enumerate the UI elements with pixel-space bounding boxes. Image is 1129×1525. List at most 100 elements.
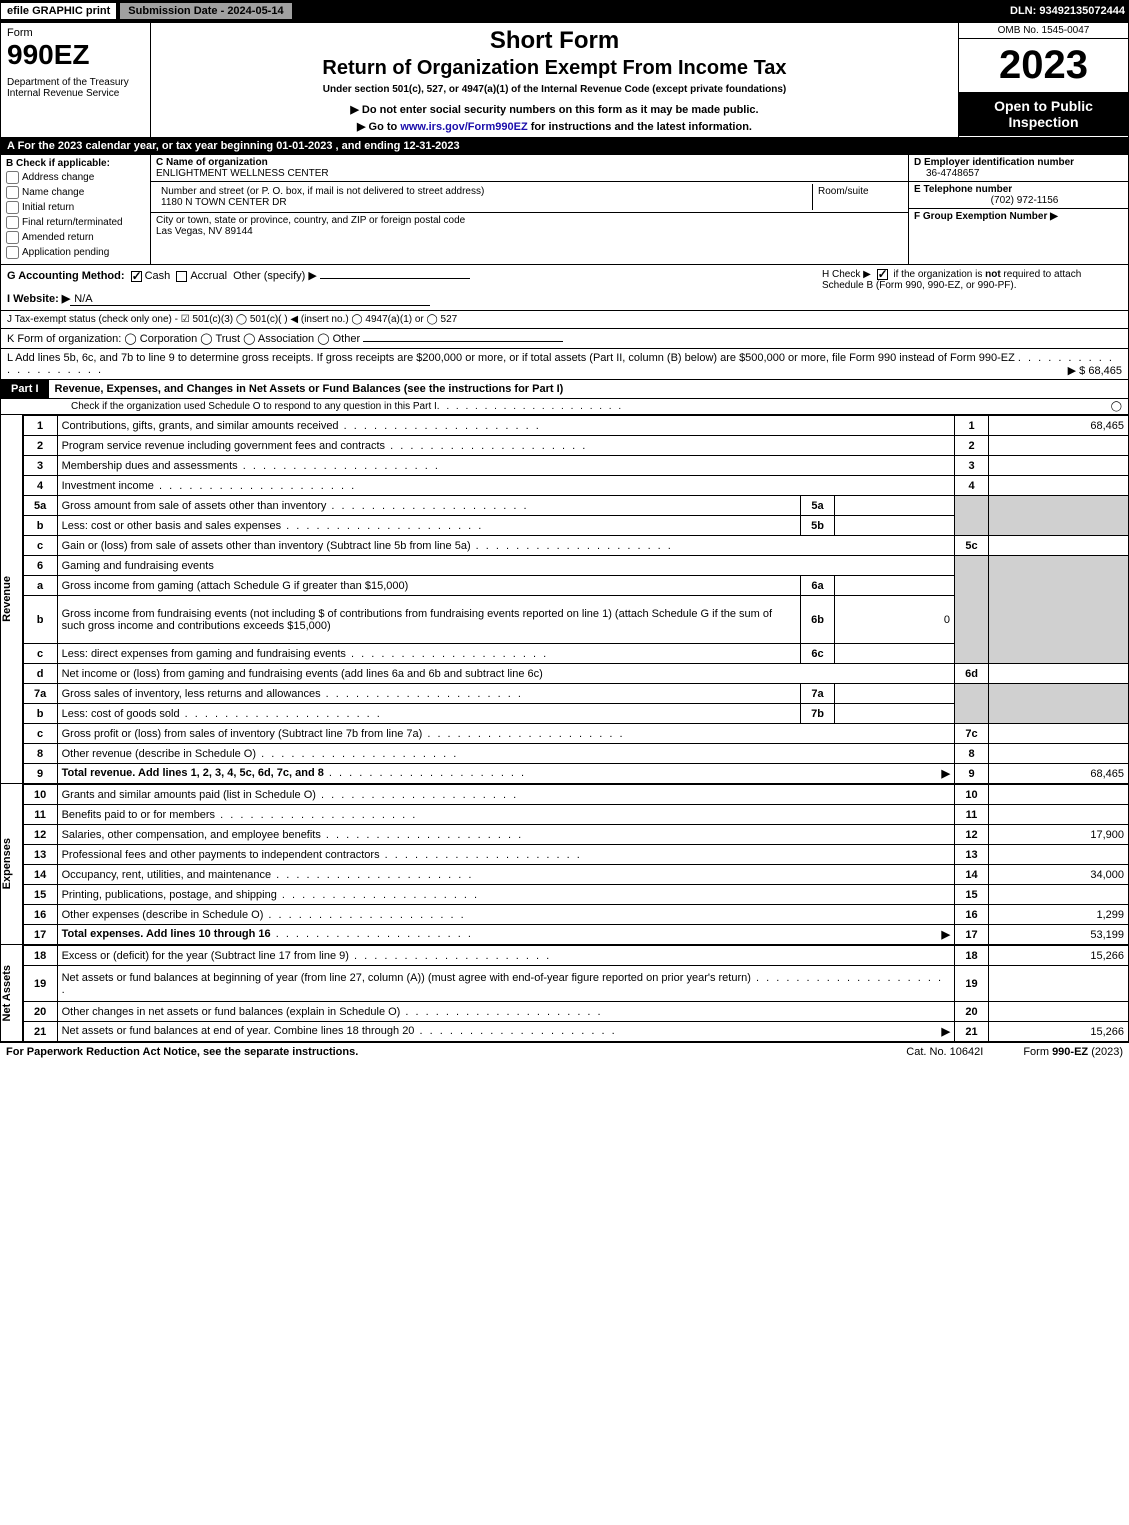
part-i-check: Check if the organization used Schedule … (0, 399, 1129, 415)
line-5c: cGain or (loss) from sale of assets othe… (23, 536, 1128, 556)
col-def: D Employer identification number 36-4748… (908, 155, 1128, 264)
row-l-amount: ▶ $ 68,465 (1068, 364, 1122, 377)
part-i-header: Part I Revenue, Expenses, and Changes in… (0, 380, 1129, 399)
line-14: 14Occupancy, rent, utilities, and mainte… (23, 865, 1128, 885)
street-value: 1180 N TOWN CENTER DR (161, 197, 287, 208)
line-21: 21Net assets or fund balances at end of … (23, 1022, 1128, 1042)
line-2: 2Program service revenue including gover… (23, 436, 1128, 456)
return-title: Return of Organization Exempt From Incom… (159, 57, 950, 80)
chk-accrual[interactable] (176, 271, 187, 282)
org-name-label: C Name of organization (156, 157, 268, 168)
line-16: 16Other expenses (describe in Schedule O… (23, 905, 1128, 925)
expenses-side-label: Expenses (1, 784, 23, 945)
chk-initial-return[interactable]: Initial return (6, 201, 145, 214)
ein-block: D Employer identification number 36-4748… (909, 155, 1128, 182)
chk-amended-return[interactable]: Amended return (6, 231, 145, 244)
netassets-section: Net Assets 18Excess or (deficit) for the… (0, 945, 1129, 1042)
line-20: 20Other changes in net assets or fund ba… (23, 1002, 1128, 1022)
row-a: A For the 2023 calendar year, or tax yea… (0, 138, 1129, 155)
footer-mid: Cat. No. 10642I (906, 1046, 983, 1058)
h-not: not (985, 269, 1001, 280)
phone-label: E Telephone number (914, 184, 1123, 195)
revenue-side-label: Revenue (1, 415, 23, 784)
line-10: 10Grants and similar amounts paid (list … (23, 785, 1128, 805)
expenses-table: 10Grants and similar amounts paid (list … (23, 784, 1129, 945)
row-j: J Tax-exempt status (check only one) - ☑… (0, 311, 1129, 329)
expenses-label: Expenses (1, 838, 21, 889)
phone-block: E Telephone number (702) 972-1156 (909, 182, 1128, 209)
group-exemption-block: F Group Exemption Number ▶ (909, 209, 1128, 224)
header-left: Form 990EZ Department of the Treasury In… (1, 23, 151, 137)
row-l-text: L Add lines 5b, 6c, and 7b to line 9 to … (7, 352, 1015, 364)
chk-final-return[interactable]: Final return/terminated (6, 216, 145, 229)
line-11: 11Benefits paid to or for members11 (23, 805, 1128, 825)
dots (437, 401, 623, 412)
chk-cash[interactable] (131, 271, 142, 282)
dept-label: Department of the Treasury Internal Reve… (7, 77, 144, 99)
chk-address-change-label: Address change (22, 172, 94, 183)
line-6d: dNet income or (loss) from gaming and fu… (23, 664, 1128, 684)
part-i-checkbox[interactable]: ◯ (1102, 401, 1122, 412)
part-i-title: Revenue, Expenses, and Changes in Net As… (49, 380, 1128, 398)
line-13: 13Professional fees and other payments t… (23, 845, 1128, 865)
chk-amended-return-label: Amended return (22, 232, 94, 243)
form-label: Form (7, 27, 144, 39)
line-1: 1Contributions, gifts, grants, and simil… (23, 416, 1128, 436)
line-12: 12Salaries, other compensation, and empl… (23, 825, 1128, 845)
chk-h[interactable] (877, 269, 888, 280)
footer: For Paperwork Reduction Act Notice, see … (0, 1042, 1129, 1061)
chk-application-pending[interactable]: Application pending (6, 246, 145, 259)
chk-initial-return-label: Initial return (22, 202, 74, 213)
irs-link[interactable]: www.irs.gov/Form990EZ (400, 121, 527, 133)
netassets-table: 18Excess or (deficit) for the year (Subt… (23, 945, 1129, 1042)
submission-date: Submission Date - 2024-05-14 (119, 2, 292, 20)
form-header: Form 990EZ Department of the Treasury In… (0, 22, 1129, 138)
ssn-note: ▶ Do not enter social security numbers o… (159, 103, 950, 116)
group-exemption-label: F Group Exemption Number ▶ (914, 211, 1123, 222)
cash-label: Cash (145, 270, 171, 282)
phone-value: (702) 972-1156 (914, 195, 1123, 206)
row-gh: G Accounting Method: Cash Accrual Other … (0, 265, 1129, 311)
other-specify-input[interactable] (320, 278, 470, 279)
other-label: Other (specify) ▶ (233, 270, 317, 282)
col-b: B Check if applicable: Address change Na… (1, 155, 151, 264)
col-c: C Name of organization ENLIGHTMENT WELLN… (151, 155, 908, 264)
city-block: City or town, state or province, country… (151, 213, 908, 239)
street-label: Number and street (or P. O. box, if mail… (161, 186, 484, 197)
short-form-title: Short Form (159, 27, 950, 55)
col-b-label: B Check if applicable: (6, 158, 145, 169)
line-4: 4Investment income4 (23, 476, 1128, 496)
line-7a: 7aGross sales of inventory, less returns… (23, 684, 1128, 704)
under-section: Under section 501(c), 527, or 4947(a)(1)… (159, 84, 950, 95)
omb-number: OMB No. 1545-0047 (959, 23, 1128, 39)
room-suite: Room/suite (813, 184, 903, 210)
revenue-table: 1Contributions, gifts, grants, and simil… (23, 415, 1129, 784)
expenses-section: Expenses 10Grants and similar amounts pa… (0, 784, 1129, 945)
part-i-tab: Part I (1, 380, 49, 398)
open-public: Open to Public Inspection (959, 92, 1128, 136)
line-18: 18Excess or (deficit) for the year (Subt… (23, 946, 1128, 966)
part-i-check-text: Check if the organization used Schedule … (71, 401, 437, 412)
header-center: Short Form Return of Organization Exempt… (151, 23, 958, 137)
chk-final-return-label: Final return/terminated (22, 217, 123, 228)
city-label: City or town, state or province, country… (156, 215, 465, 226)
tax-year: 2023 (959, 39, 1128, 92)
other-org-input[interactable] (363, 341, 563, 342)
chk-application-pending-label: Application pending (22, 247, 109, 258)
chk-name-change[interactable]: Name change (6, 186, 145, 199)
line-15: 15Printing, publications, postage, and s… (23, 885, 1128, 905)
line-17: 17Total expenses. Add lines 10 through 1… (23, 925, 1128, 945)
section-bcdef: B Check if applicable: Address change Na… (0, 155, 1129, 265)
ein-label: D Employer identification number (914, 157, 1123, 168)
row-g: G Accounting Method: Cash Accrual Other … (7, 269, 822, 306)
org-name-block: C Name of organization ENLIGHTMENT WELLN… (151, 155, 908, 182)
efile-print-label[interactable]: efile GRAPHIC print (0, 2, 117, 20)
chk-address-change[interactable]: Address change (6, 171, 145, 184)
chk-name-change-label: Name change (22, 187, 84, 198)
line-3: 3Membership dues and assessments3 (23, 456, 1128, 476)
row-h: H Check ▶ if the organization is not req… (822, 269, 1122, 306)
footer-left: For Paperwork Reduction Act Notice, see … (6, 1046, 866, 1058)
line-5a: 5aGross amount from sale of assets other… (23, 496, 1128, 516)
netassets-label: Net Assets (1, 965, 21, 1021)
g-label: G Accounting Method: (7, 270, 125, 282)
